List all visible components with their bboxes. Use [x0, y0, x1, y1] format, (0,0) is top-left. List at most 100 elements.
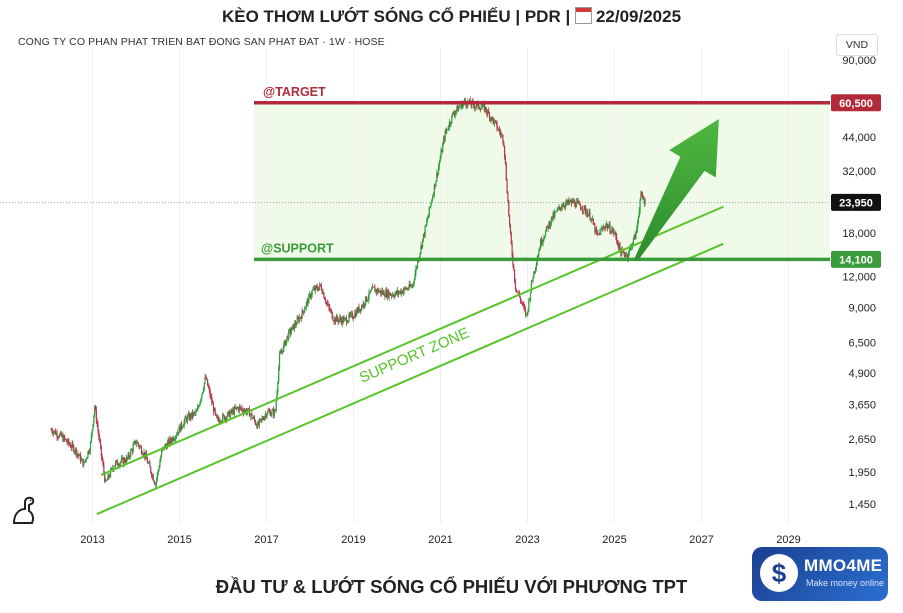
candle-body	[127, 454, 129, 459]
candle-body	[152, 474, 154, 481]
candle-body	[529, 292, 532, 300]
candle-body	[637, 216, 640, 222]
candle-body	[618, 243, 620, 249]
candle-body	[506, 180, 508, 194]
candle-body	[294, 323, 297, 326]
candle-body	[85, 459, 87, 460]
candle-body	[58, 434, 61, 438]
candle-body	[530, 281, 532, 293]
candle-body	[381, 290, 383, 294]
candle-body	[262, 417, 264, 420]
candle-body	[248, 408, 251, 417]
candle-body	[267, 411, 269, 415]
candle-body	[292, 324, 294, 327]
candle-body	[180, 422, 182, 432]
candle-body	[358, 306, 360, 312]
candle-body	[538, 250, 540, 256]
candle-body	[283, 344, 285, 352]
candle-body	[540, 239, 542, 245]
candle-body	[443, 138, 445, 140]
candle-body	[153, 480, 155, 483]
candle-body	[366, 300, 368, 302]
candle-body	[187, 413, 189, 417]
candle-body	[77, 453, 79, 455]
candle-body	[458, 107, 461, 108]
candle-body	[617, 243, 619, 249]
candle-body	[423, 234, 425, 236]
candle-body	[416, 260, 419, 268]
candle-body	[558, 206, 560, 209]
candle-body	[263, 419, 265, 420]
candle-body	[361, 305, 363, 307]
candle-body	[288, 329, 291, 331]
candle-body	[224, 417, 226, 420]
candle-body	[493, 119, 495, 124]
candle-body	[497, 128, 499, 130]
candle-body	[191, 412, 193, 418]
candle-body	[192, 412, 194, 417]
y-tick-label: 1,950	[848, 467, 876, 479]
candle-body	[604, 228, 606, 229]
candle-body	[567, 199, 569, 204]
candle-body	[205, 377, 207, 379]
candle-body	[67, 439, 69, 443]
candle-body	[586, 212, 588, 217]
x-tick-label: 2017	[254, 534, 278, 546]
y-tick-label: 9,000	[848, 303, 876, 315]
candle-body	[384, 296, 386, 297]
candle-body	[624, 254, 626, 257]
x-tick-label: 2019	[341, 534, 365, 546]
candle-body	[557, 208, 559, 210]
candle-body	[235, 407, 237, 409]
candle-body	[155, 478, 158, 484]
candle-body	[202, 389, 205, 393]
candle-body	[258, 422, 260, 425]
candle-body	[207, 385, 210, 388]
candle-body	[251, 413, 253, 419]
candle-body	[186, 417, 188, 422]
dollar-coin-icon: $	[760, 554, 798, 592]
candle-body	[623, 251, 625, 255]
candle-body	[351, 313, 353, 319]
candle-body	[72, 443, 74, 446]
candle-body	[432, 196, 434, 201]
brand-slogan: Make money online	[806, 578, 885, 588]
x-axis: 2013 2015 2017 2019 2021 2023 2025 2027 2029	[80, 534, 800, 546]
candle-body	[324, 299, 327, 303]
candle-body	[396, 290, 399, 294]
candle-body	[329, 307, 331, 311]
candle-body	[204, 377, 206, 383]
candle-body	[414, 273, 416, 280]
candle-body	[427, 214, 430, 219]
currency-button[interactable]: VND	[836, 34, 878, 56]
candle-body	[555, 211, 558, 213]
candle-body	[89, 442, 92, 452]
last-price-tag	[831, 193, 881, 211]
candle-body	[304, 307, 307, 310]
candle-body	[102, 460, 104, 465]
candle-body	[360, 305, 363, 311]
candle-body	[252, 418, 254, 419]
candle-body	[582, 210, 584, 212]
candle-body	[118, 465, 120, 467]
candle-body	[482, 103, 484, 107]
candle-body	[95, 409, 97, 422]
candle-body	[233, 407, 235, 415]
candle-body	[201, 392, 204, 395]
candle-body	[123, 458, 125, 464]
candle-body	[350, 313, 352, 316]
candle-body	[181, 422, 183, 428]
candle-body	[595, 228, 597, 233]
candle-body	[210, 396, 212, 398]
candle-body	[232, 409, 234, 413]
candle-body	[279, 352, 281, 354]
candle-body	[643, 199, 645, 204]
candle-body	[466, 105, 468, 107]
candle-body	[150, 467, 152, 473]
candle-body	[275, 400, 277, 411]
candle-body	[463, 99, 466, 103]
x-tick-label: 2015	[167, 534, 191, 546]
candle-body	[119, 463, 121, 466]
candle-body	[518, 292, 520, 294]
